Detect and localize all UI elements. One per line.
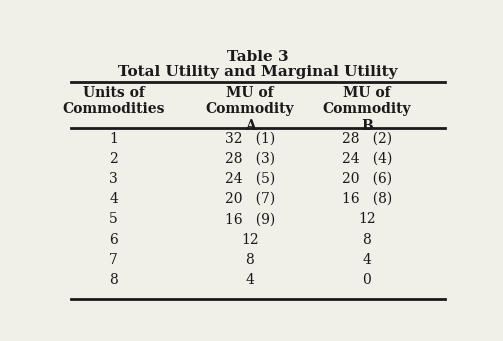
Text: 7: 7	[109, 253, 118, 267]
Text: 4: 4	[363, 253, 371, 267]
Text: 4: 4	[109, 192, 118, 206]
Text: 28   (2): 28 (2)	[342, 132, 392, 146]
Text: Commodity: Commodity	[206, 102, 294, 116]
Text: 3: 3	[109, 172, 118, 186]
Text: Commodities: Commodities	[62, 102, 165, 116]
Text: 1: 1	[109, 132, 118, 146]
Text: A: A	[244, 119, 256, 133]
Text: MU of: MU of	[226, 86, 274, 100]
Text: Total Utility and Marginal Utility: Total Utility and Marginal Utility	[118, 64, 397, 78]
Text: 28   (3): 28 (3)	[225, 152, 275, 166]
Text: 8: 8	[109, 273, 118, 287]
Text: 2: 2	[109, 152, 118, 166]
Text: 20   (7): 20 (7)	[225, 192, 275, 206]
Text: 24   (5): 24 (5)	[225, 172, 275, 186]
Text: MU of: MU of	[343, 86, 391, 100]
Text: 0: 0	[363, 273, 371, 287]
Text: 12: 12	[241, 233, 259, 247]
Text: 6: 6	[109, 233, 118, 247]
Text: B: B	[361, 119, 373, 133]
Text: Table 3: Table 3	[227, 50, 289, 64]
Text: 16   (8): 16 (8)	[342, 192, 392, 206]
Text: 24   (4): 24 (4)	[342, 152, 392, 166]
Text: 4: 4	[245, 273, 255, 287]
Text: 5: 5	[109, 212, 118, 226]
Text: Units of: Units of	[82, 86, 144, 100]
Text: 32   (1): 32 (1)	[225, 132, 275, 146]
Text: 8: 8	[245, 253, 255, 267]
Text: 16   (9): 16 (9)	[225, 212, 275, 226]
Text: 12: 12	[358, 212, 376, 226]
Text: 8: 8	[363, 233, 371, 247]
Text: 20   (6): 20 (6)	[342, 172, 392, 186]
Text: Commodity: Commodity	[322, 102, 411, 116]
